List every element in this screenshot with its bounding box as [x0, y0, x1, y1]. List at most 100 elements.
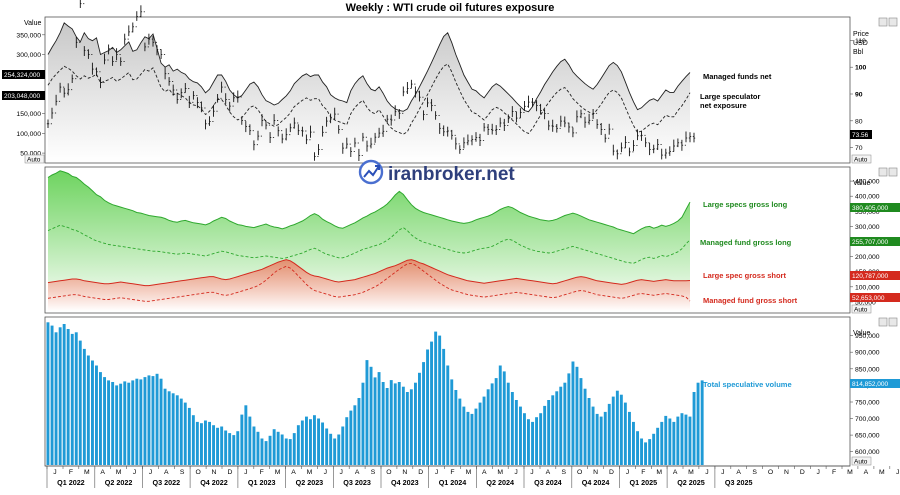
volume-bar — [664, 415, 668, 465]
quarter-label: Q1 2024 — [439, 478, 467, 487]
label-large-specs-gross-long: Large specs gross long — [703, 200, 788, 209]
volume-bar — [349, 410, 353, 465]
volume-bar — [103, 377, 107, 465]
volume-bar — [256, 431, 260, 465]
volume-bar — [151, 376, 155, 465]
month-label: A — [736, 469, 741, 476]
volume-bar — [478, 402, 482, 465]
volume-bar — [575, 366, 579, 465]
volume-bar — [62, 324, 66, 465]
volume-bar — [163, 388, 167, 465]
volume-bar — [454, 390, 458, 465]
panel-1-auto-right-label: Auto — [854, 157, 868, 164]
month-label: J — [133, 469, 136, 476]
right-tick-label: 80 — [855, 118, 863, 125]
mf-gross-short-line — [47, 262, 691, 302]
quarter-label: Q3 2023 — [343, 478, 371, 487]
tag-managed-funds-net-bg — [2, 70, 45, 79]
volume-bar — [300, 420, 304, 465]
right-tick-label: 900,000 — [855, 350, 880, 357]
month-label: F — [260, 469, 264, 476]
panel-2-plot — [47, 170, 691, 311]
month-label: N — [212, 469, 217, 476]
quarter-label: Q4 2023 — [391, 478, 419, 487]
tag-volume: 814,852,000 — [852, 381, 889, 388]
month-label: J — [149, 469, 152, 476]
panel-3-minimize-icon[interactable] — [878, 317, 888, 327]
panel-1-minimize-icon[interactable] — [878, 17, 888, 27]
volume-bar — [373, 377, 377, 465]
volume-bar — [369, 366, 373, 465]
label-managed-funds-net: Managed funds net — [703, 72, 772, 81]
tag-large-spec-net: 203,048,000 — [4, 93, 41, 100]
volume-bar — [305, 416, 308, 465]
volume-bar — [248, 416, 252, 465]
volume-bar — [563, 382, 567, 465]
gross-long-line — [47, 170, 691, 235]
volume-bar — [607, 403, 611, 465]
volume-bar — [700, 380, 704, 465]
volume-bar — [418, 372, 421, 465]
volume-bar — [111, 382, 115, 465]
label-large-speculator-net: Large speculator net exposure — [700, 92, 761, 110]
volume-bar — [361, 382, 365, 465]
watermark: iranbroker.net — [358, 159, 515, 185]
right-tick-label: 110 — [855, 38, 866, 45]
volume-bar — [70, 333, 74, 465]
volume-bar — [236, 431, 240, 465]
quarter-label: Q2 2022 — [105, 478, 133, 487]
quarter-label: Q4 2024 — [582, 478, 610, 487]
panel-1-close-icon[interactable] — [888, 17, 898, 27]
volume-bar — [288, 439, 292, 465]
volume-bar — [272, 429, 276, 465]
volume-bar — [195, 421, 199, 465]
volume-bar — [450, 379, 454, 465]
volume-bar — [498, 365, 502, 465]
volume-bar — [167, 391, 171, 465]
left-tick-label: 100,000 — [16, 131, 41, 138]
panel-3-auto-right-button[interactable] — [851, 456, 872, 466]
panel-2-auto-right-button[interactable] — [851, 304, 872, 314]
volume-bar — [567, 373, 571, 465]
volume-bar — [632, 421, 635, 465]
volume-bar — [676, 416, 680, 465]
quarter-label: Q1 2022 — [57, 478, 85, 487]
panel-2-close-icon[interactable] — [888, 167, 898, 177]
volume-bar — [385, 388, 389, 465]
volume-bar — [547, 400, 551, 465]
volume-bar — [571, 361, 575, 465]
tag-mf-gross-short-bg — [850, 293, 900, 302]
right-tick-label: 100 — [855, 65, 867, 72]
panel-1-auto-left-button[interactable] — [24, 154, 45, 164]
volume-bar — [535, 417, 539, 465]
panel-1-auto-right-button[interactable] — [851, 154, 872, 164]
month-label: D — [418, 469, 423, 476]
volume-bar — [313, 415, 316, 465]
volume-bar — [502, 371, 506, 465]
volume-bar — [401, 386, 405, 465]
volume-bar — [458, 398, 462, 465]
right-tick-label: 850,000 — [855, 366, 880, 373]
month-label: O — [386, 469, 391, 476]
panel-3-close-icon[interactable] — [888, 317, 898, 327]
volume-bar — [397, 382, 401, 465]
panel-2-minimize-icon[interactable] — [878, 167, 888, 177]
volume-bar — [619, 394, 623, 465]
month-label: J — [896, 469, 899, 476]
volume-bar — [357, 398, 361, 465]
gross-short-area — [48, 259, 690, 311]
month-label: J — [514, 469, 517, 476]
volume-bar — [191, 415, 195, 465]
volume-bar — [58, 327, 62, 465]
month-label: F — [69, 469, 73, 476]
month-label: O — [577, 469, 582, 476]
right-tick-label: 650,000 — [855, 433, 880, 440]
volume-bar — [127, 382, 131, 465]
month-label: A — [100, 469, 105, 476]
volume-bar — [486, 389, 490, 465]
month-label: A — [673, 469, 678, 476]
panel-3-right-axis-title: Value — [853, 330, 870, 337]
label-large-spec-gross-short: Large spec gross short — [703, 271, 786, 280]
month-label: M — [497, 469, 503, 476]
